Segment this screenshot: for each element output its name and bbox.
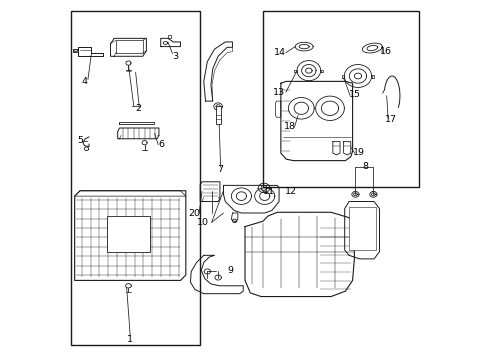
- Polygon shape: [191, 255, 243, 294]
- Polygon shape: [343, 141, 351, 155]
- Text: 10: 10: [196, 218, 209, 227]
- Text: 5: 5: [78, 136, 84, 145]
- Text: 14: 14: [273, 48, 286, 57]
- Bar: [71, 12, 200, 345]
- Text: 7: 7: [218, 166, 223, 175]
- Text: 20: 20: [188, 209, 200, 218]
- Polygon shape: [74, 191, 186, 280]
- Text: 15: 15: [349, 90, 361, 99]
- Text: 1: 1: [127, 335, 133, 344]
- Text: 6: 6: [159, 140, 165, 149]
- Polygon shape: [118, 128, 159, 139]
- Bar: [107, 216, 150, 252]
- Text: 4: 4: [81, 77, 87, 86]
- Text: 8: 8: [363, 162, 368, 171]
- Polygon shape: [223, 185, 279, 213]
- Polygon shape: [204, 42, 232, 101]
- Text: 19: 19: [353, 148, 365, 157]
- Text: 17: 17: [385, 115, 397, 124]
- Polygon shape: [333, 141, 340, 155]
- Text: 9: 9: [227, 266, 233, 275]
- Polygon shape: [281, 81, 353, 161]
- Polygon shape: [78, 47, 103, 56]
- Polygon shape: [120, 122, 153, 125]
- Text: 18: 18: [284, 122, 296, 131]
- Bar: [263, 12, 419, 187]
- Text: 13: 13: [273, 87, 286, 96]
- Polygon shape: [245, 212, 354, 297]
- Polygon shape: [275, 101, 281, 117]
- Polygon shape: [344, 202, 379, 259]
- Polygon shape: [111, 39, 147, 56]
- Polygon shape: [161, 39, 180, 46]
- Text: 11: 11: [263, 187, 275, 196]
- Polygon shape: [73, 49, 78, 52]
- Text: 12: 12: [285, 187, 297, 196]
- Polygon shape: [200, 182, 220, 202]
- Text: 3: 3: [172, 52, 178, 61]
- Bar: [216, 107, 221, 125]
- Bar: [349, 207, 376, 250]
- Text: 2: 2: [136, 104, 142, 113]
- Text: 16: 16: [380, 48, 392, 57]
- Polygon shape: [231, 213, 238, 222]
